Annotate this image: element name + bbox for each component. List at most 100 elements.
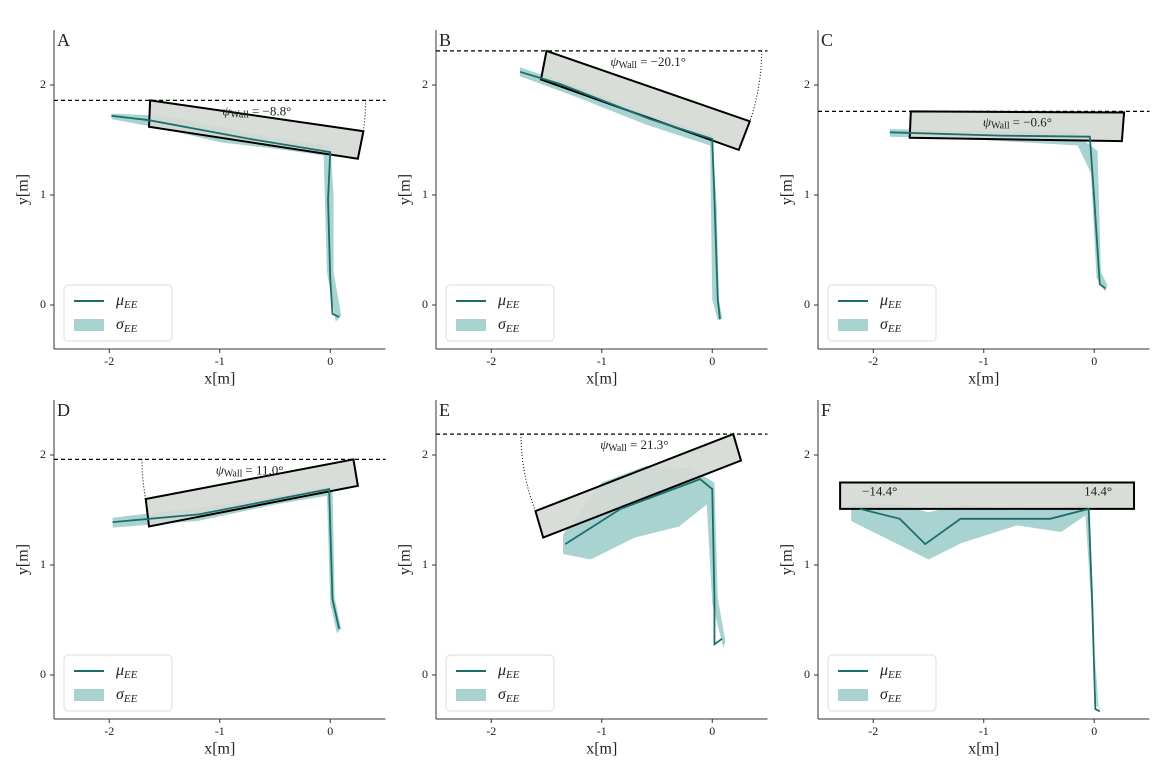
- y-tick-label: 2: [804, 447, 810, 461]
- x-tick-label: 0: [709, 354, 715, 368]
- legend-swatch: [456, 689, 486, 701]
- x-tick-label: 0: [327, 724, 333, 738]
- x-tick-label: -2: [104, 724, 114, 738]
- wall-angle: ψWall = 21.3°: [600, 437, 668, 454]
- wall: [539, 49, 752, 152]
- legend-subscript: EE: [505, 323, 520, 335]
- x-axis-label: x[m]: [968, 371, 999, 388]
- legend-label: μEE: [115, 292, 138, 311]
- legend-subscript: EE: [505, 693, 520, 705]
- mean-line: [859, 507, 1101, 713]
- wall-angle: ψWall = −8.8°: [222, 103, 291, 120]
- y-tick-label: 0: [40, 667, 46, 681]
- sigma-band: [889, 129, 1108, 292]
- y-tick-label: 2: [40, 447, 46, 461]
- y-tick-label: 1: [40, 187, 46, 201]
- y-axis-label: y[m]: [779, 174, 796, 205]
- wall: [534, 432, 743, 539]
- legend-label: μEE: [879, 662, 902, 681]
- legend-label: μEE: [497, 292, 520, 311]
- angle: = −0.6°: [1013, 114, 1052, 129]
- panel-label: C: [821, 30, 833, 50]
- legend-swatch: [74, 689, 104, 701]
- angle: = −8.8°: [252, 103, 291, 118]
- legend-name: σ: [116, 316, 125, 333]
- legend-name: σ: [880, 316, 889, 333]
- panel-label: B: [439, 30, 451, 50]
- wall-angle: ψWall = −0.6°: [983, 114, 1052, 131]
- legend-label: σEE: [116, 316, 138, 335]
- mean-line: [564, 478, 723, 646]
- legend-subscript: EE: [123, 299, 138, 311]
- x-tick-label: 0: [1091, 354, 1097, 368]
- x-tick-label: -1: [215, 724, 225, 738]
- angle-arc: [520, 434, 536, 512]
- symbol: ψ: [600, 437, 609, 452]
- legend-name: σ: [498, 316, 507, 333]
- x-axis-label: x[m]: [204, 741, 235, 758]
- angle-arc: [141, 459, 147, 500]
- y-axis-label: y[m]: [15, 544, 32, 575]
- x-tick-label: 0: [327, 354, 333, 368]
- x-tick-label: -1: [979, 354, 989, 368]
- legend-subscript: EE: [505, 669, 520, 681]
- x-tick-label: -2: [486, 724, 496, 738]
- y-axis-label: y[m]: [397, 174, 414, 205]
- y-tick-label: 0: [804, 667, 810, 681]
- y-tick-label: 1: [804, 187, 810, 201]
- legend-name: μ: [497, 662, 506, 679]
- x-axis-label: x[m]: [586, 371, 617, 388]
- x-axis-label: x[m]: [968, 741, 999, 758]
- legend-name: σ: [116, 686, 125, 703]
- wall: [144, 458, 360, 528]
- legend-label: σEE: [498, 686, 520, 705]
- panel-label: A: [57, 30, 70, 50]
- wall-angle: 14.4°: [1084, 483, 1112, 498]
- legend-swatch: [838, 689, 868, 701]
- y-tick-label: 2: [422, 77, 428, 91]
- mean-line: [889, 131, 1106, 290]
- x-tick-label: -1: [979, 724, 989, 738]
- legend-name: μ: [497, 292, 506, 309]
- legend-swatch: [74, 319, 104, 331]
- y-tick-label: 0: [422, 667, 428, 681]
- angle: = 21.3°: [630, 437, 669, 452]
- y-tick-label: 2: [422, 447, 428, 461]
- angle: = 11.0°: [245, 462, 283, 477]
- legend-label: μEE: [497, 662, 520, 681]
- symbol: ψ: [610, 54, 619, 69]
- y-tick-label: 2: [804, 77, 810, 91]
- y-axis-label: y[m]: [15, 174, 32, 205]
- y-tick-label: 1: [804, 557, 810, 571]
- sigma-band: [851, 503, 1106, 712]
- x-tick-label: -2: [868, 354, 878, 368]
- sigma-band: [519, 67, 723, 321]
- symbol: ψ: [983, 114, 992, 129]
- x-tick-label: -1: [597, 354, 607, 368]
- x-axis-label: x[m]: [586, 741, 617, 758]
- legend-name: μ: [115, 662, 124, 679]
- subscript: Wall: [991, 121, 1010, 132]
- panel-label: D: [57, 400, 70, 420]
- legend-swatch: [456, 319, 486, 331]
- y-axis-label: y[m]: [779, 544, 796, 575]
- legend-name: μ: [115, 292, 124, 309]
- x-tick-label: -1: [597, 724, 607, 738]
- y-tick-label: 0: [40, 297, 46, 311]
- wall-angle: −14.4°: [862, 483, 897, 498]
- legend-subscript: EE: [123, 669, 138, 681]
- panel-label: E: [439, 400, 450, 420]
- legend-subscript: EE: [887, 323, 902, 335]
- panel-label: F: [821, 400, 831, 420]
- legend-name: μ: [879, 292, 888, 309]
- legend-subscript: EE: [123, 693, 138, 705]
- subscript: Wall: [230, 110, 249, 121]
- y-axis-label: y[m]: [397, 544, 414, 575]
- wall: [839, 481, 1136, 510]
- legend-name: σ: [880, 686, 889, 703]
- subscript: Wall: [608, 443, 627, 454]
- x-tick-label: -2: [486, 354, 496, 368]
- legend-label: μEE: [879, 292, 902, 311]
